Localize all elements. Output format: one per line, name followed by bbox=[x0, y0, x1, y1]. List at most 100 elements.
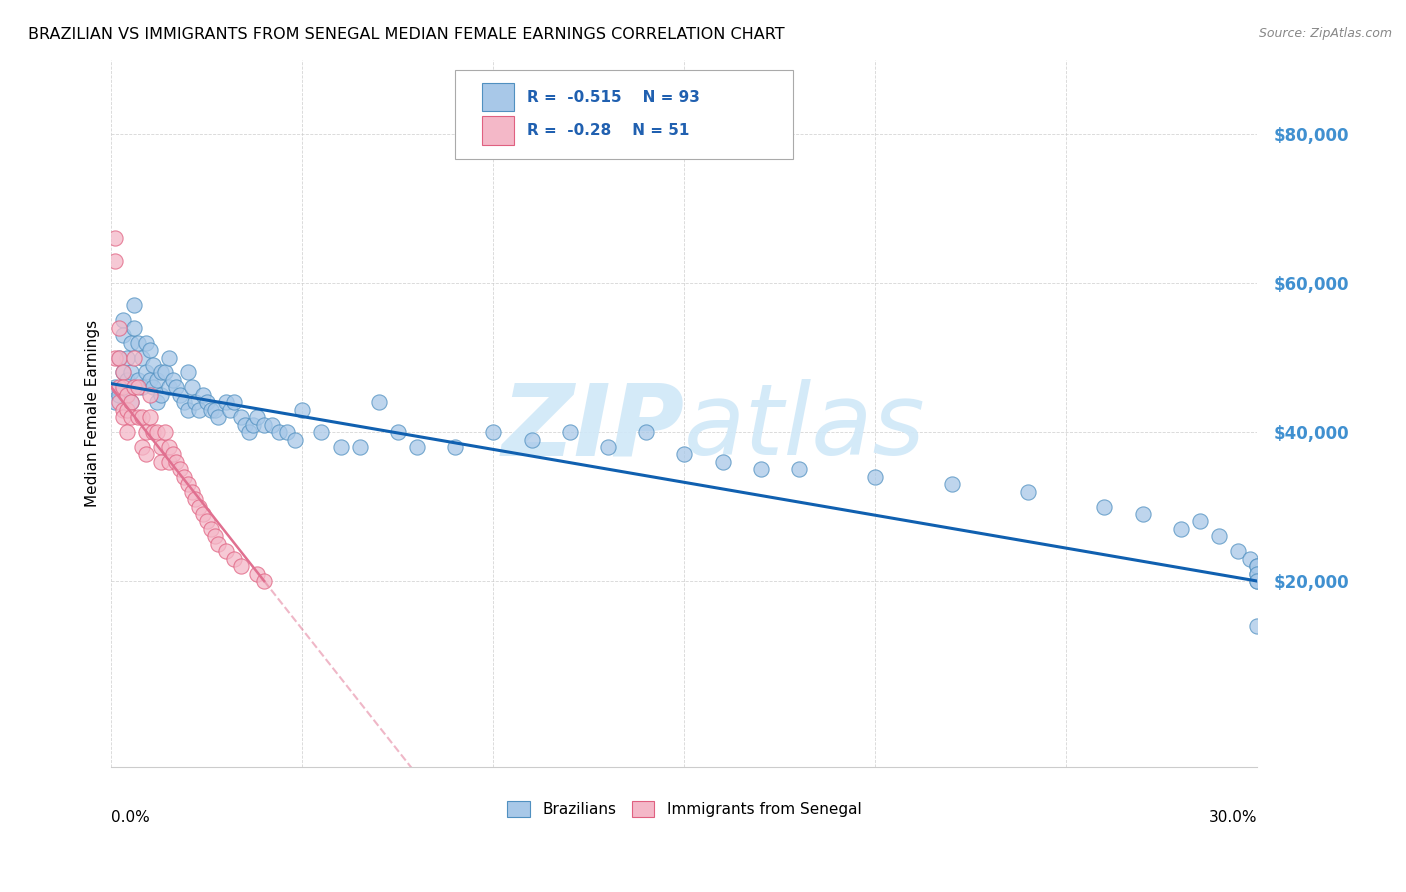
Point bbox=[1188, 515, 1211, 529]
Point bbox=[127, 380, 149, 394]
Point bbox=[111, 402, 134, 417]
Point bbox=[111, 313, 134, 327]
Point bbox=[177, 402, 200, 417]
Point bbox=[162, 373, 184, 387]
Point bbox=[207, 410, 229, 425]
Point bbox=[1208, 529, 1230, 543]
Point bbox=[191, 507, 214, 521]
Point bbox=[169, 462, 191, 476]
Point bbox=[1170, 522, 1192, 536]
Point bbox=[218, 402, 240, 417]
Point bbox=[124, 351, 146, 365]
Point bbox=[115, 402, 138, 417]
Point bbox=[231, 559, 253, 574]
Point bbox=[444, 440, 467, 454]
Point bbox=[142, 358, 165, 372]
Text: 0.0%: 0.0% bbox=[111, 810, 150, 825]
Point bbox=[184, 492, 207, 507]
Point bbox=[115, 388, 138, 402]
Point bbox=[135, 335, 157, 350]
Point bbox=[311, 425, 333, 439]
Point bbox=[142, 425, 165, 439]
Point bbox=[157, 351, 180, 365]
Point bbox=[108, 351, 131, 365]
Point bbox=[1094, 500, 1116, 514]
Point bbox=[245, 410, 267, 425]
Point bbox=[165, 380, 187, 394]
Point bbox=[406, 440, 429, 454]
Point bbox=[269, 425, 291, 439]
Point bbox=[1017, 484, 1039, 499]
Point bbox=[108, 351, 131, 365]
FancyBboxPatch shape bbox=[481, 83, 513, 112]
Point bbox=[222, 395, 245, 409]
Point bbox=[104, 395, 127, 409]
Point bbox=[108, 395, 131, 409]
Point bbox=[135, 447, 157, 461]
Point bbox=[120, 410, 142, 425]
Point bbox=[253, 417, 276, 432]
Point bbox=[115, 373, 138, 387]
FancyBboxPatch shape bbox=[456, 70, 793, 159]
Point bbox=[104, 351, 127, 365]
Point bbox=[1246, 566, 1268, 581]
Text: R =  -0.515    N = 93: R = -0.515 N = 93 bbox=[527, 89, 700, 104]
Point bbox=[142, 380, 165, 394]
Point bbox=[131, 440, 153, 454]
Point bbox=[131, 351, 153, 365]
Point bbox=[207, 537, 229, 551]
Point bbox=[367, 395, 389, 409]
Point bbox=[482, 425, 505, 439]
Point bbox=[233, 417, 256, 432]
Point bbox=[165, 455, 187, 469]
Point bbox=[200, 402, 222, 417]
Point bbox=[120, 395, 142, 409]
Point bbox=[387, 425, 409, 439]
Point bbox=[115, 351, 138, 365]
Point bbox=[108, 320, 131, 334]
Point bbox=[1239, 551, 1261, 566]
Point bbox=[520, 433, 543, 447]
Point bbox=[291, 402, 314, 417]
Point bbox=[1246, 566, 1268, 581]
Point bbox=[1246, 574, 1268, 588]
Point bbox=[104, 231, 127, 245]
Point bbox=[231, 410, 253, 425]
Point bbox=[284, 433, 307, 447]
Point bbox=[787, 462, 810, 476]
Point bbox=[711, 455, 734, 469]
Point bbox=[111, 366, 134, 380]
Point bbox=[127, 410, 149, 425]
Point bbox=[108, 388, 131, 402]
Point bbox=[215, 544, 238, 558]
Point bbox=[104, 253, 127, 268]
Point bbox=[150, 455, 173, 469]
Point bbox=[200, 522, 222, 536]
Text: 30.0%: 30.0% bbox=[1209, 810, 1257, 825]
Y-axis label: Median Female Earnings: Median Female Earnings bbox=[86, 320, 100, 507]
Point bbox=[127, 373, 149, 387]
Point bbox=[349, 440, 371, 454]
Point bbox=[191, 388, 214, 402]
Point bbox=[124, 298, 146, 312]
Point bbox=[596, 440, 619, 454]
Point bbox=[253, 574, 276, 588]
Point bbox=[636, 425, 658, 439]
Text: R =  -0.28    N = 51: R = -0.28 N = 51 bbox=[527, 123, 690, 138]
Point bbox=[169, 388, 191, 402]
Point bbox=[1132, 507, 1154, 521]
Point bbox=[131, 410, 153, 425]
Point bbox=[188, 500, 211, 514]
Point bbox=[1246, 618, 1268, 632]
Point bbox=[204, 529, 226, 543]
Text: atlas: atlas bbox=[685, 379, 927, 476]
Point bbox=[150, 388, 173, 402]
Point bbox=[222, 551, 245, 566]
Point bbox=[131, 380, 153, 394]
Point bbox=[115, 388, 138, 402]
Point bbox=[180, 380, 202, 394]
Point bbox=[260, 417, 283, 432]
Point bbox=[749, 462, 772, 476]
Point bbox=[177, 366, 200, 380]
Point bbox=[1246, 559, 1268, 574]
